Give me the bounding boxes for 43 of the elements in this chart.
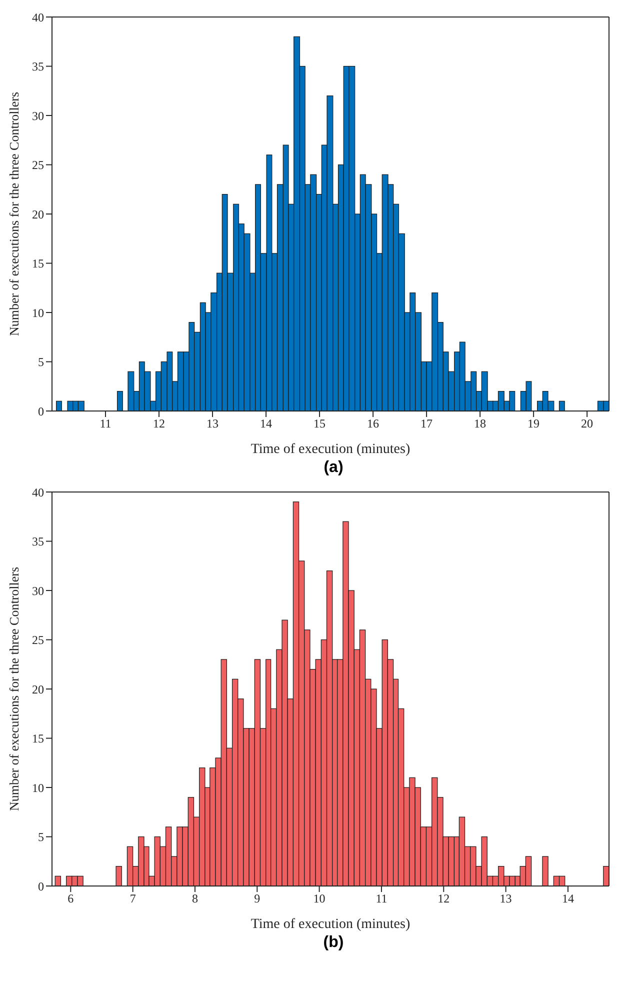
- x-axis-title: Time of execution (minutes): [250, 442, 410, 457]
- text: (b): [322, 934, 345, 952]
- x-tick-label: 15: [314, 416, 326, 431]
- x-tick-label: 20: [581, 416, 594, 431]
- y-tick-label: 5: [38, 355, 44, 370]
- x-tick-label: 7: [130, 892, 136, 906]
- y-tick-label: 25: [32, 633, 44, 648]
- y-tick-label: 40: [32, 10, 44, 24]
- x-tick-label: 8: [192, 892, 198, 906]
- y-tick-label: 10: [32, 780, 44, 795]
- y-tick-label: 30: [32, 108, 44, 123]
- y-axis-title: Number of executions for the three Controllers: [6, 92, 22, 336]
- x-tick-label: 16: [367, 416, 380, 431]
- x-tick-label: 12: [153, 416, 166, 431]
- y-tick-label: 5: [38, 830, 44, 844]
- y-tick-label: 15: [32, 732, 44, 746]
- x-tick-label: 9: [254, 892, 260, 906]
- y-tick-label: 20: [32, 207, 44, 222]
- y-tick-label: 0: [38, 404, 44, 418]
- x-tick-label: 12: [438, 892, 450, 906]
- x-tick-label: 11: [376, 892, 388, 906]
- x-tick-label: 13: [500, 892, 512, 906]
- x-tick-label: 17: [420, 416, 433, 431]
- y-tick-label: 40: [32, 485, 44, 500]
- y-tick-label: 0: [38, 879, 44, 894]
- y-tick-label: 25: [32, 158, 44, 172]
- y-tick-label: 35: [32, 534, 44, 549]
- y-tick-label: 35: [32, 60, 44, 74]
- y-tick-label: 10: [32, 306, 44, 320]
- y-tick-label: 20: [32, 682, 44, 696]
- y-tick-label: 30: [32, 584, 44, 598]
- x-axis-title: Time of execution (minutes): [250, 917, 410, 932]
- y-tick-label: 15: [32, 256, 44, 271]
- text: (a): [322, 459, 344, 477]
- x-tick-label: 14: [260, 416, 272, 431]
- x-tick-label: 14: [562, 892, 574, 906]
- x-tick-label: 19: [528, 416, 540, 431]
- x-tick-label: 11: [100, 416, 112, 431]
- x-tick-label: 10: [313, 892, 326, 906]
- y-axis-title: Number of executions for the three Controllers: [6, 566, 22, 812]
- x-tick-label: 6: [68, 892, 74, 906]
- x-tick-label: 13: [206, 416, 219, 431]
- x-tick-label: 18: [474, 416, 486, 431]
